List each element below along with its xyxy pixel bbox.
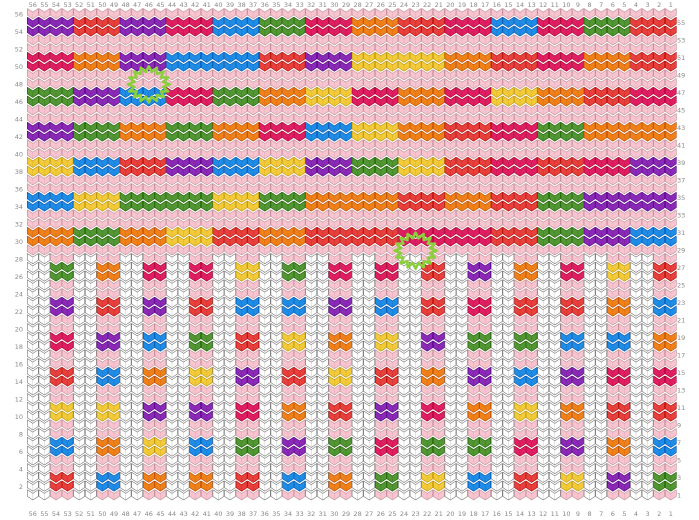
stitch-grid [27,8,677,501]
